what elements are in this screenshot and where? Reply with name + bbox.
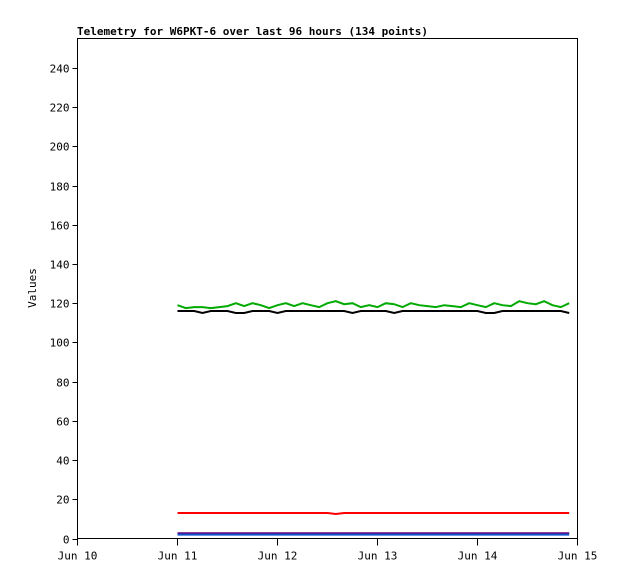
chart-title: Telemetry for W6PKT-6 over last 96 hours… [77,25,428,38]
y-tick-label: 100 [50,337,70,350]
y-tick-label: 140 [50,259,70,272]
x-tick-label: Jun 12 [258,550,298,563]
y-tick-label: 20 [56,494,69,507]
series-line-0 [177,300,570,310]
series-line-1 [177,310,570,315]
y-tick-label: 120 [50,298,70,311]
y-tick-label: 60 [56,416,69,429]
x-tick-label: Jun 10 [58,550,98,563]
series-line-2 [177,512,570,516]
x-tick-label: Jun 14 [458,550,498,563]
x-tick-label: Jun 13 [358,550,398,563]
y-tick-label: 80 [56,377,69,390]
y-tick-label: 200 [50,141,70,154]
plot-frame [77,38,578,539]
y-tick-label: 180 [50,181,70,194]
y-axis-label: Values [26,268,39,308]
x-tick-label: Jun 15 [558,550,598,563]
y-tick-label: 220 [50,102,70,115]
x-tick-label: Jun 11 [158,550,198,563]
y-tick-label: 40 [56,455,69,468]
y-tick-label: 240 [50,63,70,76]
y-tick-label: 0 [63,534,70,547]
y-tick-label: 160 [50,220,70,233]
